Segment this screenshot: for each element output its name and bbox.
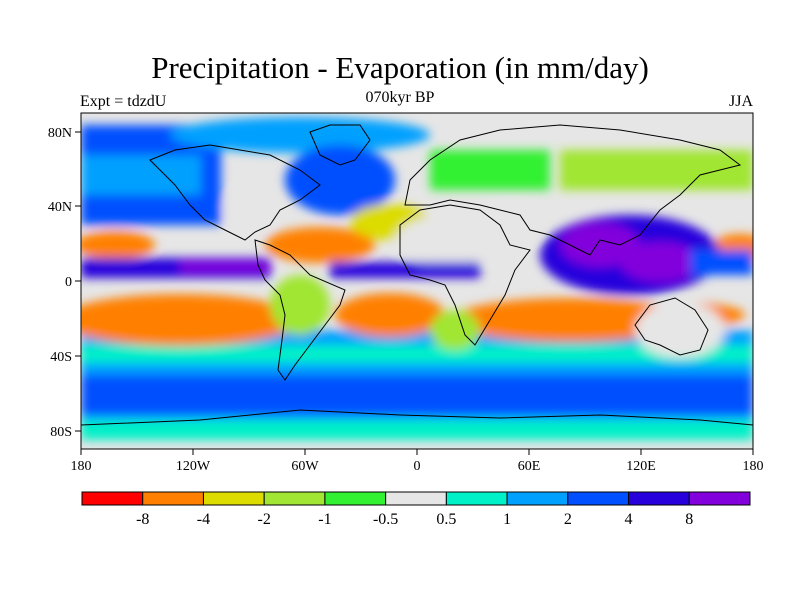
legend-label: 1 bbox=[503, 511, 511, 528]
experiment-label: Expt = tdzdU bbox=[80, 93, 167, 110]
legend-label: 4 bbox=[625, 511, 633, 528]
legend-color-box bbox=[567, 491, 630, 506]
legend-color-box bbox=[628, 491, 690, 506]
legend-label: 0.5 bbox=[436, 511, 456, 528]
legend-color-box bbox=[202, 491, 265, 506]
legend-color-box bbox=[688, 491, 751, 506]
legend-color-box bbox=[506, 491, 569, 506]
legend-color-box bbox=[81, 491, 144, 506]
legend-label: 8 bbox=[685, 511, 693, 528]
legend-label: -2 bbox=[258, 511, 271, 528]
legend-color-box bbox=[142, 491, 204, 506]
lon-tick-label: 180 bbox=[71, 459, 92, 474]
lon-tick-label: 180 bbox=[743, 459, 764, 474]
legend-label: -8 bbox=[136, 511, 149, 528]
lat-ticks: 80N 40N 0 40S 80S bbox=[48, 126, 81, 440]
coastlines bbox=[81, 124, 753, 426]
lon-tick-label: 0 bbox=[414, 459, 421, 474]
legend-label: -1 bbox=[318, 511, 331, 528]
lat-tick-label: 80N bbox=[48, 126, 72, 141]
legend-label: 2 bbox=[564, 511, 572, 528]
season-label: JJA bbox=[728, 93, 753, 110]
color-legend-labels: -8 -4 -2 -1 -0.5 0.5 1 2 4 8 bbox=[136, 511, 693, 528]
legend-color-box bbox=[385, 491, 447, 506]
lon-tick-label: 120E bbox=[626, 459, 656, 474]
legend-color-box bbox=[324, 491, 387, 506]
color-legend bbox=[81, 491, 751, 506]
legend-label: -4 bbox=[197, 511, 210, 528]
legend-label: -0.5 bbox=[373, 511, 398, 528]
chart-subtitle: 070kyr BP bbox=[365, 89, 435, 106]
lat-tick-label: 40N bbox=[48, 200, 72, 215]
lat-tick-label: 80S bbox=[50, 425, 72, 440]
lon-ticks: 180 120W 60W 0 60E 120E 180 bbox=[71, 449, 764, 474]
map-field bbox=[81, 113, 753, 449]
legend-color-box bbox=[263, 491, 326, 506]
lat-tick-label: 0 bbox=[65, 275, 72, 290]
lon-tick-label: 60W bbox=[291, 459, 319, 474]
lon-tick-label: 120W bbox=[176, 459, 211, 474]
chart-title: Precipitation - Evaporation (in mm/day) bbox=[151, 50, 649, 85]
lat-tick-label: 40S bbox=[50, 350, 72, 365]
lon-tick-label: 60E bbox=[518, 459, 541, 474]
legend-color-box bbox=[445, 491, 508, 506]
